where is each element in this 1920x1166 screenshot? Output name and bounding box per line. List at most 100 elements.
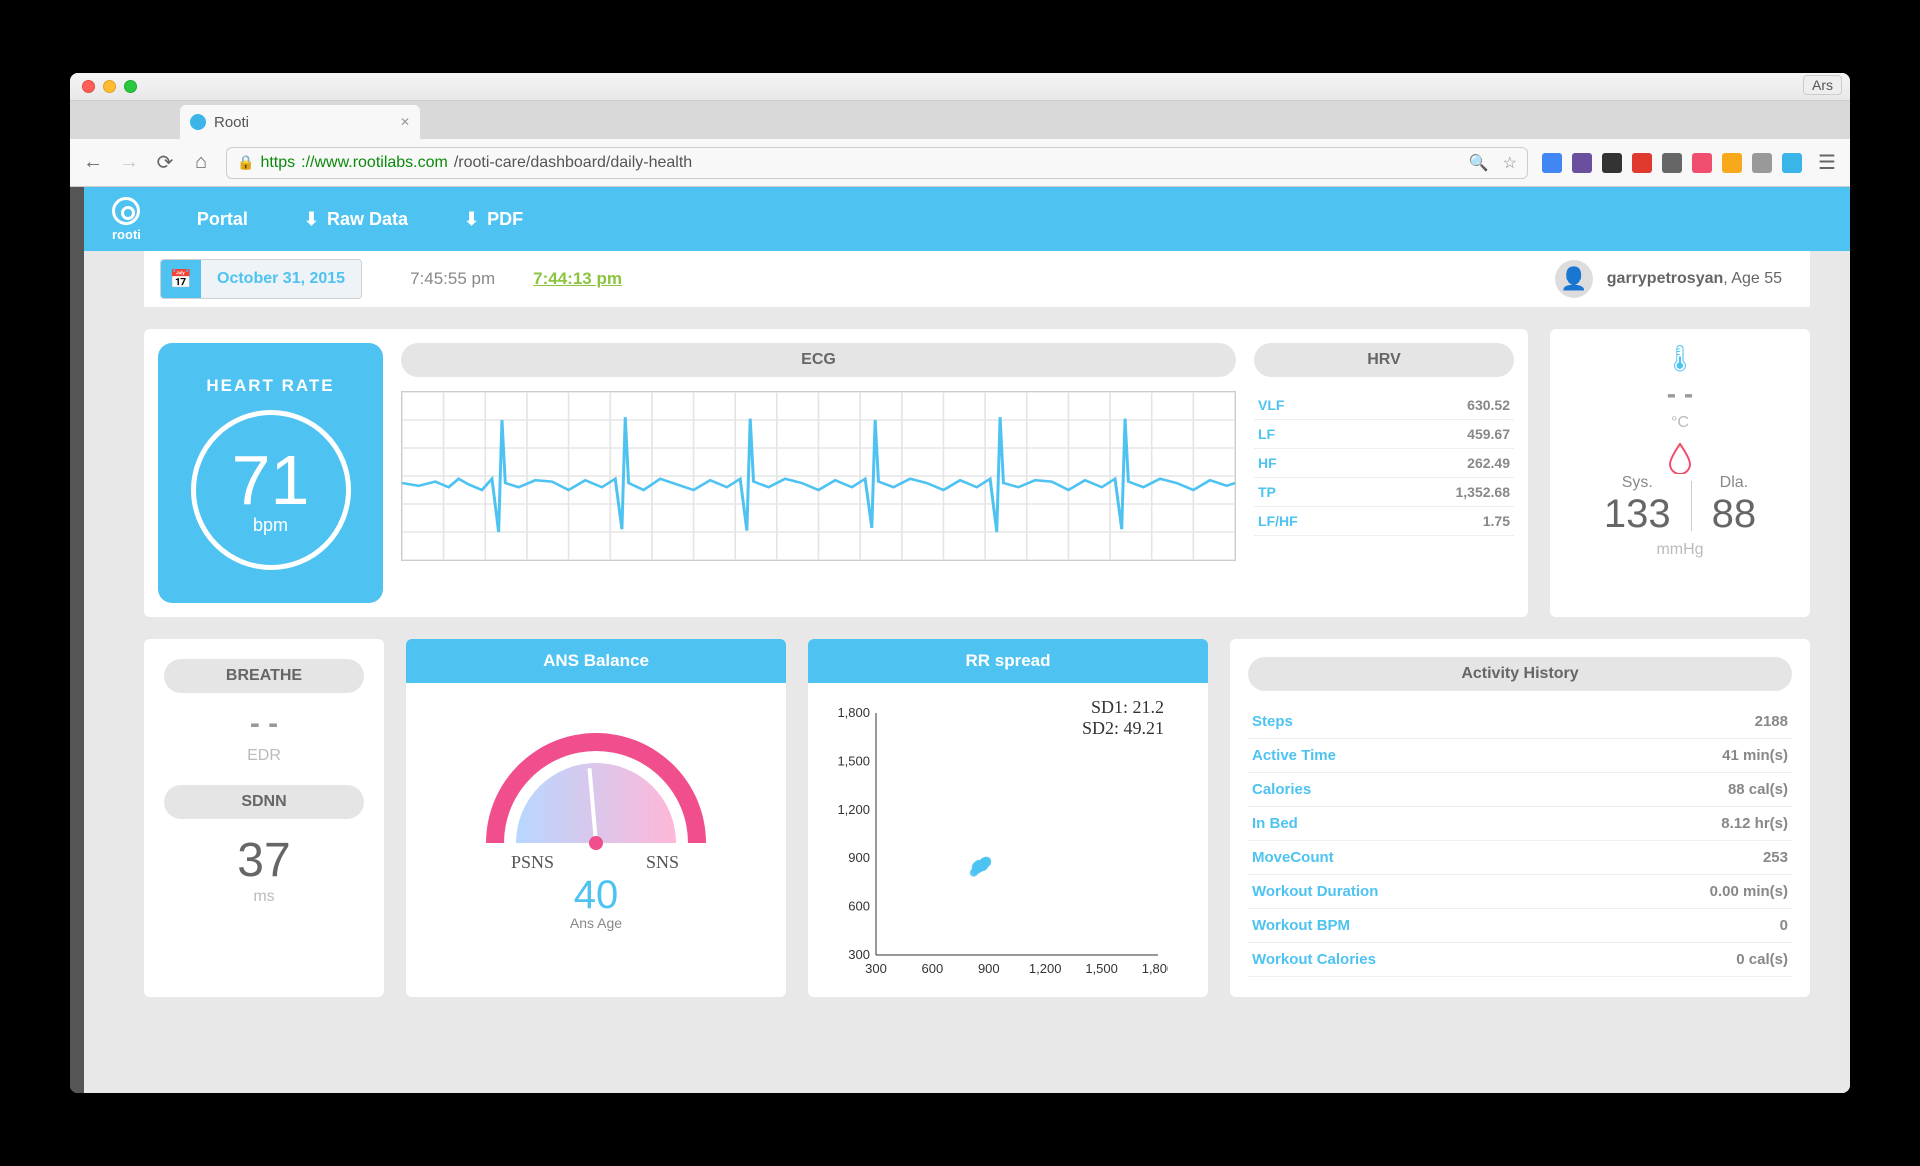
activity-row: Calories88 cal(s) (1248, 773, 1792, 807)
blood-drop-icon (1667, 442, 1693, 474)
hrv-rows: VLF630.52LF459.67HF262.49TP1,352.68LF/HF… (1254, 391, 1514, 536)
svg-text:1,500: 1,500 (837, 753, 870, 768)
browser-window: Ars Rooti ← → ⟳ ⌂ 🔒 https://www.rootilab… (70, 73, 1850, 1093)
svg-text:300: 300 (865, 961, 887, 976)
svg-text:300: 300 (848, 947, 870, 962)
ans-gauge: PSNSSNS40Ans Age (471, 703, 721, 953)
activity-row: Steps2188 (1248, 705, 1792, 739)
url-path: /rooti-care/dashboard/daily-health (454, 154, 692, 172)
heart-rate-value: 71 (232, 445, 310, 515)
brand-logo[interactable]: rooti (112, 197, 141, 242)
hrv-block: HRV VLF630.52LF459.67HF262.49TP1,352.68L… (1254, 343, 1514, 603)
svg-text:900: 900 (978, 961, 1000, 976)
time-item[interactable]: 7:44:13 pm (533, 269, 622, 289)
calendar-icon: 📅 (161, 259, 201, 299)
row-2: BREATHE - - EDR SDNN 37 ms ANS Balance P… (144, 639, 1810, 997)
download-icon: ⬇ (304, 209, 319, 230)
hrv-row: LF459.67 (1254, 420, 1514, 449)
bp-sys-value: 133 (1604, 492, 1671, 537)
ars-badge: Ars (1803, 75, 1842, 95)
nav-raw-data[interactable]: ⬇Raw Data (304, 209, 408, 230)
temp-bp-card: 🌡 - - °C Sys. 133 Dla. 88 (1550, 329, 1810, 617)
activity-card: Activity History Steps2188Active Time41 … (1230, 639, 1810, 997)
sdnn-title: SDNN (164, 785, 364, 819)
bp-dia-label: Dla. (1712, 474, 1757, 492)
bp-row: Sys. 133 Dla. 88 (1604, 474, 1756, 537)
rr-sd-labels: SD1: 21.2 SD2: 49.21 (828, 697, 1188, 739)
page-body: rooti Portal ⬇Raw Data ⬇ PDF 📅 October 31… (70, 187, 1850, 1093)
bp-dia-value: 88 (1712, 492, 1757, 537)
maximize-window-button[interactable] (124, 80, 137, 93)
close-window-button[interactable] (82, 80, 95, 93)
extension-icon[interactable] (1602, 153, 1622, 173)
extension-icon[interactable] (1722, 153, 1742, 173)
hrv-row: HF262.49 (1254, 449, 1514, 478)
extension-icons (1542, 153, 1802, 173)
rr-title: RR spread (808, 639, 1208, 683)
user-block[interactable]: 👤 garrypetrosyan, Age 55 (1555, 260, 1782, 298)
side-strip (70, 187, 84, 1093)
svg-text:PSNS: PSNS (511, 852, 554, 872)
hrv-row: VLF630.52 (1254, 391, 1514, 420)
selected-date: October 31, 2015 (201, 270, 361, 288)
date-picker[interactable]: 📅 October 31, 2015 (160, 259, 362, 299)
back-button[interactable]: ← (82, 152, 104, 174)
heart-rate-unit: bpm (253, 515, 288, 536)
extension-icon[interactable] (1572, 153, 1592, 173)
bp-unit: mmHg (1656, 541, 1703, 559)
sdnn-unit: ms (164, 888, 364, 906)
tab-strip: Rooti (70, 101, 1850, 139)
minimize-window-button[interactable] (103, 80, 116, 93)
extension-icon[interactable] (1632, 153, 1652, 173)
menu-button[interactable]: ☰ (1816, 152, 1838, 174)
sd1-label: SD1: (1091, 697, 1133, 717)
extension-icon[interactable] (1782, 153, 1802, 173)
ecg-title: ECG (401, 343, 1236, 377)
bp-dia: Dla. 88 (1712, 474, 1757, 537)
forward-button[interactable]: → (118, 152, 140, 174)
zoom-icon[interactable]: 🔍 (1469, 153, 1489, 173)
url-protocol: https (260, 154, 295, 172)
activity-row: Workout Duration0.00 min(s) (1248, 875, 1792, 909)
bp-separator (1691, 481, 1692, 531)
app: rooti Portal ⬇Raw Data ⬇ PDF 📅 October 31… (84, 187, 1850, 1093)
temp-unit: °C (1671, 414, 1689, 432)
svg-text:SNS: SNS (646, 852, 679, 872)
activity-row: Active Time41 min(s) (1248, 739, 1792, 773)
sdnn-value: 37 (164, 833, 364, 888)
row-1: HEART RATE 71 bpm ECG HRV VLF (144, 329, 1810, 617)
bookmark-icon[interactable]: ☆ (1503, 153, 1517, 173)
nav-portal[interactable]: Portal (197, 209, 248, 230)
hrv-row: LF/HF1.75 (1254, 507, 1514, 536)
reload-button[interactable]: ⟳ (154, 152, 176, 174)
ans-card: ANS Balance PSNSSNS40Ans Age (406, 639, 786, 997)
avatar-icon: 👤 (1555, 260, 1593, 298)
url-field[interactable]: 🔒 https://www.rootilabs.com/rooti-care/d… (226, 147, 1528, 179)
date-bar: 📅 October 31, 2015 7:45:55 pm7:44:13 pm … (144, 251, 1810, 307)
breathe-value: - - (164, 707, 364, 741)
extension-icon[interactable] (1542, 153, 1562, 173)
extension-icon[interactable] (1752, 153, 1772, 173)
browser-tab[interactable]: Rooti (180, 105, 420, 139)
activity-row: Workout BPM0 (1248, 909, 1792, 943)
rr-body: SD1: 21.2 SD2: 49.21 3003006006009009001… (808, 683, 1208, 997)
download-icon: ⬇ (464, 209, 479, 230)
extension-icon[interactable] (1662, 153, 1682, 173)
svg-text:600: 600 (848, 899, 870, 914)
user-name: garrypetrosyan (1607, 270, 1724, 287)
hrv-row: TP1,352.68 (1254, 478, 1514, 507)
nav-pdf-label: PDF (487, 209, 523, 230)
home-button[interactable]: ⌂ (190, 152, 212, 174)
time-item[interactable]: 7:45:55 pm (410, 269, 495, 289)
activity-row: MoveCount253 (1248, 841, 1792, 875)
extension-icon[interactable] (1692, 153, 1712, 173)
activity-rows: Steps2188Active Time41 min(s)Calories88 … (1248, 705, 1792, 977)
rr-card: RR spread SD1: 21.2 SD2: 49.21 300300 600… (808, 639, 1208, 997)
vitals-main-card: HEART RATE 71 bpm ECG HRV VLF (144, 329, 1528, 617)
logo-icon (112, 197, 140, 225)
nav-pdf[interactable]: ⬇ PDF (464, 209, 523, 230)
heart-rate-title: HEART RATE (206, 376, 334, 396)
bp-sys: Sys. 133 (1604, 474, 1671, 537)
svg-text:600: 600 (922, 961, 944, 976)
app-topbar: rooti Portal ⬇Raw Data ⬇ PDF (84, 187, 1850, 251)
